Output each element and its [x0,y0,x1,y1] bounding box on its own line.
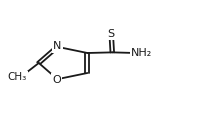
Text: S: S [108,29,115,39]
Text: N: N [53,41,61,51]
Text: O: O [52,75,61,85]
Text: NH₂: NH₂ [131,48,152,58]
Text: CH₃: CH₃ [8,72,27,83]
